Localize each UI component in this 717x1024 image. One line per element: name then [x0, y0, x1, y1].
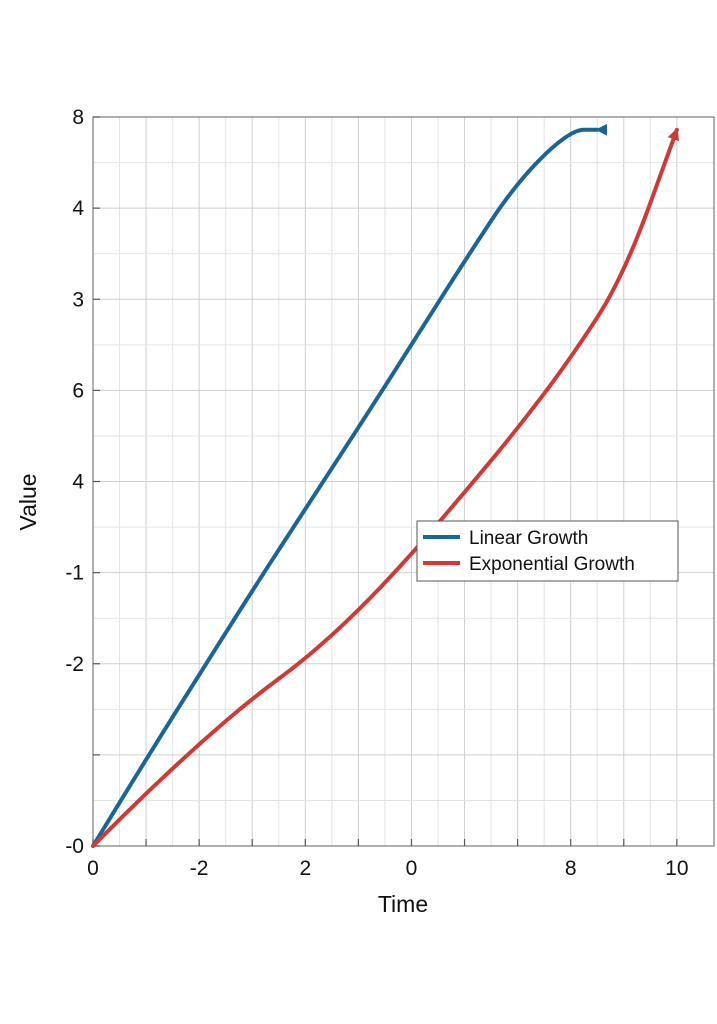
- y-tick-label: 3: [72, 288, 84, 311]
- x-tick-label: -2: [190, 857, 209, 880]
- y-axis-ticks: -0 -2 -1 4 6 3 4 8: [65, 106, 100, 858]
- legend-label-exponential-growth: Exponential Growth: [469, 554, 635, 575]
- x-tick-label: 10: [665, 857, 688, 880]
- y-tick-label: -0: [65, 835, 84, 858]
- y-tick-label: -2: [65, 653, 84, 676]
- gridlines: [93, 117, 714, 846]
- x-axis-ticks: 0 -2 2 0 8 10: [87, 839, 689, 880]
- series-line-exponential-growth: [91, 127, 680, 848]
- x-tick-label: 0: [87, 857, 99, 880]
- legend-label-linear-growth: Linear Growth: [469, 528, 588, 549]
- series-line-linear-growth: [91, 123, 600, 848]
- y-tick-label: 4: [72, 471, 84, 494]
- x-tick-label: 2: [299, 857, 311, 880]
- y-tick-label: -1: [65, 562, 84, 585]
- x-tick-label: 8: [565, 857, 577, 880]
- series-lines: [91, 123, 680, 848]
- y-tick-label: 4: [72, 197, 84, 220]
- legend: Linear Growth Exponential Growth: [416, 520, 679, 582]
- x-tick-label: 0: [406, 857, 418, 880]
- x-axis-title: Time: [378, 891, 428, 917]
- y-tick-label: 6: [72, 379, 84, 402]
- legend-box: [416, 520, 679, 582]
- y-axis-title: Value: [15, 473, 41, 530]
- y-tick-label: 8: [72, 106, 84, 129]
